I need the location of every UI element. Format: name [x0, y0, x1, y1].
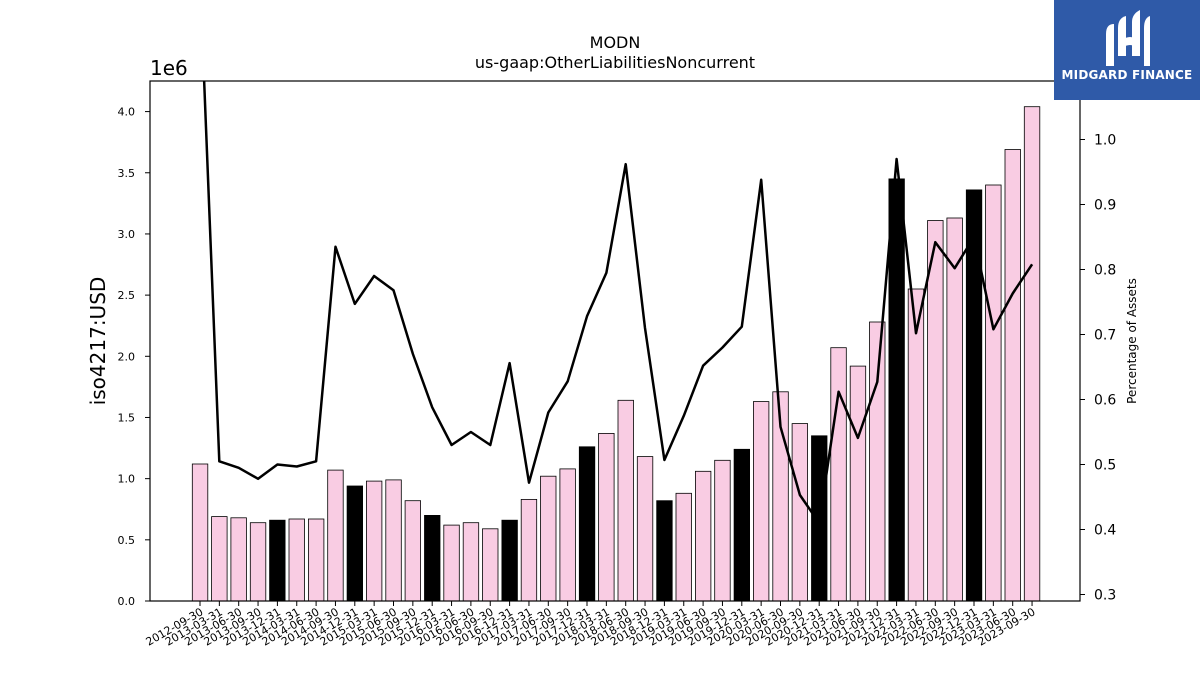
bar [598, 432, 615, 602]
bar [888, 178, 905, 602]
y-tick-label: 1.5 [118, 411, 136, 424]
bar [714, 459, 731, 602]
y-tick-label: 0.5 [118, 534, 136, 547]
bar [636, 456, 654, 602]
bar [617, 399, 634, 602]
y-tick-label: 0.0 [118, 595, 136, 608]
y-axis-ticks: 0.0 0.5 1.0 1.5 2.0 2.5 3.0 3.5 4.0 [118, 106, 150, 608]
chart-title: MODN [590, 33, 641, 52]
bar [501, 519, 518, 602]
bar [327, 469, 344, 602]
bar [269, 519, 286, 602]
bar [462, 522, 480, 602]
bar [869, 321, 886, 602]
y2-tick-label: 0.5 [1094, 458, 1116, 474]
y2-tick-label: 0.3 [1094, 588, 1116, 604]
y-tick-label: 4.0 [118, 106, 136, 119]
midgard-finance-logo: MIDGARD FINANCE [1054, 0, 1200, 100]
bar-series [191, 106, 1041, 602]
y2-tick-label: 0.9 [1094, 198, 1116, 214]
bar [946, 217, 963, 602]
bar [249, 522, 267, 602]
y2-axis-ticks: 0.3 0.4 0.5 0.6 0.7 0.8 0.9 1.0 [1080, 133, 1116, 604]
y-tick-label: 2.0 [118, 350, 136, 363]
bar [1023, 106, 1041, 602]
bar [424, 515, 441, 602]
bar [520, 498, 538, 602]
bar [540, 475, 557, 602]
bar [927, 220, 944, 602]
bar [443, 524, 460, 602]
bar [288, 518, 305, 602]
bar [753, 401, 770, 602]
bar [365, 480, 383, 602]
bar [385, 479, 402, 602]
y2-axis-label: Percentage of Assets [1125, 278, 1139, 404]
bar [559, 468, 576, 602]
bar [307, 518, 325, 602]
bar [578, 446, 596, 602]
bar [230, 517, 247, 602]
y-axis-label: iso4217:USD [86, 277, 110, 406]
y-offset-label: 1e6 [150, 56, 188, 80]
bar [191, 463, 209, 602]
line-path [202, 81, 1034, 525]
y2-tick-label: 0.8 [1094, 263, 1116, 279]
y-tick-label: 3.0 [118, 228, 136, 241]
y-tick-label: 3.5 [118, 167, 136, 180]
y2-tick-label: 0.6 [1094, 393, 1116, 409]
midgard-logo-icon [1106, 10, 1150, 66]
y-tick-label: 2.5 [118, 289, 136, 302]
bar [695, 470, 712, 602]
bar [675, 492, 692, 602]
bar [656, 500, 673, 602]
bar [1004, 149, 1021, 602]
x-axis-ticks: 2012-09-302013-03-312013-06-302013-09-30… [144, 601, 1038, 649]
bar [404, 500, 422, 602]
plot-frame [149, 80, 1081, 602]
brand-name: MIDGARD FINANCE [1061, 68, 1193, 82]
bar [965, 189, 983, 602]
chart-subtitle: us-gaap:OtherLiabilitiesNoncurrent [475, 53, 755, 72]
bar [985, 184, 1002, 602]
y2-tick-label: 0.4 [1094, 523, 1116, 539]
y2-tick-label: 1.0 [1094, 133, 1116, 149]
bar [791, 423, 808, 602]
bar [482, 528, 499, 602]
bar [733, 448, 750, 602]
line-series [202, 81, 1034, 525]
bar [211, 516, 228, 602]
bar [907, 288, 925, 602]
bar [849, 365, 867, 602]
y2-tick-label: 0.7 [1094, 328, 1116, 344]
bar [830, 347, 847, 602]
bar [346, 485, 364, 602]
y-tick-label: 1.0 [118, 473, 136, 486]
